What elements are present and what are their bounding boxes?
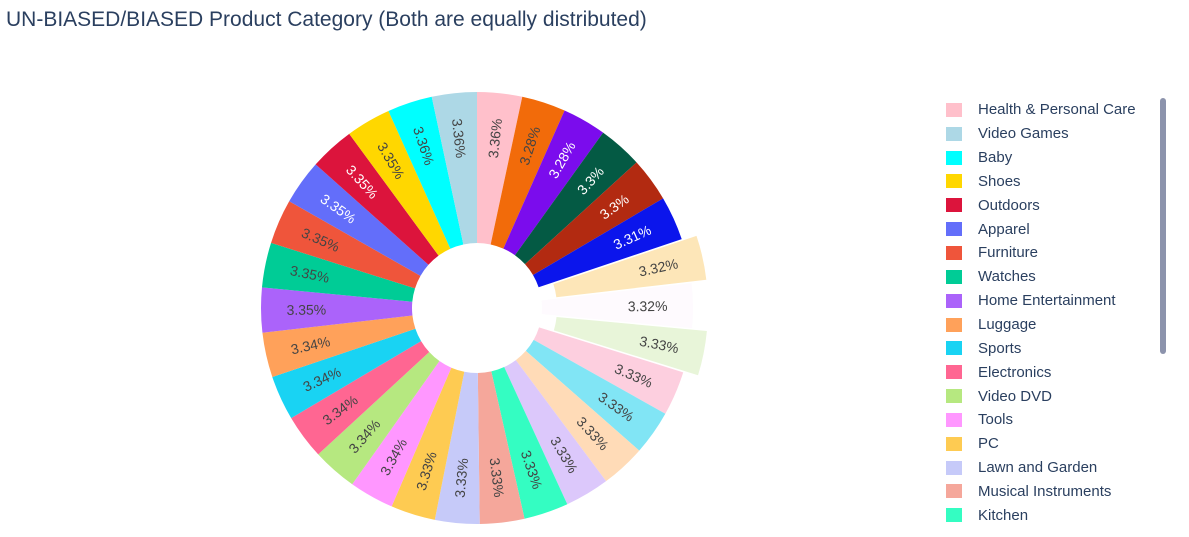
legend-label: Video DVD: [978, 387, 1052, 405]
legend-swatch: [946, 341, 962, 356]
legend-label: Apparel: [978, 220, 1030, 238]
legend-item[interactable]: Apparel: [940, 217, 1162, 241]
donut-slice[interactable]: [272, 328, 422, 419]
donut-slice[interactable]: [391, 367, 465, 520]
slice-percent-label: 3.33%: [638, 333, 680, 356]
legend-label: Health & Personal Care: [978, 101, 1136, 119]
donut-slice[interactable]: [349, 110, 451, 256]
legend-item[interactable]: Outdoors: [940, 193, 1162, 217]
legend-item[interactable]: Shoes: [940, 170, 1162, 194]
donut-slice[interactable]: [533, 198, 682, 288]
donut-slice[interactable]: [271, 201, 421, 289]
legend-item[interactable]: PC: [940, 432, 1162, 456]
donut-slice[interactable]: [533, 327, 684, 414]
legend-scrollbar[interactable]: [1160, 98, 1166, 354]
donut-slice[interactable]: [504, 360, 607, 505]
legend-item[interactable]: Kitchen: [940, 503, 1162, 527]
legend-item[interactable]: Baby: [940, 146, 1162, 170]
donut-slice[interactable]: [477, 92, 523, 245]
chart-title: UN-BIASED/BIASED Product Category (Both …: [6, 8, 647, 31]
legend-swatch: [946, 126, 962, 141]
legend-label: Luggage: [978, 316, 1037, 334]
legend-swatch: [946, 269, 962, 284]
legend-item[interactable]: Sports: [940, 336, 1162, 360]
donut-slice[interactable]: [431, 92, 477, 245]
legend-label: Lawn and Garden: [978, 459, 1098, 477]
slice-percent-label: 3.35%: [289, 262, 331, 286]
legend-item[interactable]: Furniture: [940, 241, 1162, 265]
legend-label: Musical Instruments: [978, 482, 1112, 500]
donut-slice[interactable]: [261, 287, 413, 333]
legend-item[interactable]: Luggage: [940, 313, 1162, 337]
donut-slice[interactable]: [388, 96, 464, 249]
donut-slice[interactable]: [261, 242, 416, 302]
legend-item[interactable]: Musical Instruments: [940, 480, 1162, 504]
legend-item[interactable]: Watches: [940, 265, 1162, 289]
legend-swatch: [946, 412, 962, 427]
legend-label: Tools: [978, 411, 1014, 429]
legend-swatch: [946, 293, 962, 308]
legend-swatch: [946, 102, 962, 117]
legend-label: Electronics: [978, 363, 1052, 381]
donut-slice[interactable]: [318, 352, 440, 485]
legend-label: Sports: [978, 339, 1022, 357]
legend-label: Outdoors: [978, 196, 1040, 214]
legend-swatch: [946, 222, 962, 237]
legend-item[interactable]: Video Games: [940, 122, 1162, 146]
slice-percent-label: 3.35%: [286, 301, 326, 317]
legend-swatch: [946, 460, 962, 475]
legend-label: Furniture: [978, 244, 1039, 262]
legend-swatch: [946, 436, 962, 451]
legend-label: Watches: [978, 268, 1036, 286]
legend-swatch: [946, 198, 962, 213]
donut-slice[interactable]: [262, 315, 416, 377]
legend-item[interactable]: Tools: [940, 408, 1162, 432]
donut-slice[interactable]: [515, 350, 640, 482]
legend-swatch: [946, 484, 962, 499]
legend-label: Baby: [978, 149, 1013, 167]
legend-swatch: [946, 365, 962, 380]
legend-swatch: [946, 317, 962, 332]
donut-slice[interactable]: [541, 283, 694, 329]
donut-slice[interactable]: [553, 235, 707, 298]
donut-slice[interactable]: [477, 371, 525, 524]
legend-item[interactable]: Lawn and Garden: [940, 456, 1162, 480]
donut-slice[interactable]: [525, 162, 664, 276]
legend-item[interactable]: Home Entertainment: [940, 289, 1162, 313]
legend-swatch: [946, 389, 962, 404]
legend-label: PC: [978, 435, 999, 453]
legend-label: Kitchen: [978, 506, 1029, 524]
slice-percent-label: 3.33%: [487, 457, 508, 498]
donut-slice[interactable]: [525, 339, 666, 451]
slice-percent-label: 3.36%: [485, 118, 505, 159]
legend-label: Home Entertainment: [978, 292, 1116, 310]
donut-slice[interactable]: [315, 133, 439, 265]
legend[interactable]: Health & Personal Care Video Games Baby Sho…: [940, 98, 1162, 527]
legend-swatch: [946, 150, 962, 165]
donut-slice[interactable]: [491, 367, 568, 519]
slice-percent-label: 3.33%: [452, 457, 472, 498]
legend-label: Shoes: [978, 172, 1021, 190]
donut-slice[interactable]: [553, 317, 707, 376]
slice-percent-label: 3.32%: [628, 298, 668, 314]
legend-swatch: [946, 245, 962, 260]
slice-percent-label: 3.36%: [449, 118, 469, 159]
donut-slice[interactable]: [490, 96, 565, 249]
legend-swatch: [946, 174, 962, 189]
donut-slice[interactable]: [503, 110, 604, 256]
legend-label: Video Games: [978, 125, 1069, 143]
legend-swatch: [946, 508, 962, 523]
donut-slice[interactable]: [291, 341, 430, 455]
donut-slice[interactable]: [352, 361, 452, 507]
legend-item[interactable]: Health & Personal Care: [940, 98, 1162, 122]
donut-slice[interactable]: [289, 164, 429, 276]
donut-slice[interactable]: [514, 132, 637, 265]
donut-slice[interactable]: [434, 371, 480, 524]
legend-item[interactable]: Video DVD: [940, 384, 1162, 408]
legend-item[interactable]: Electronics: [940, 360, 1162, 384]
